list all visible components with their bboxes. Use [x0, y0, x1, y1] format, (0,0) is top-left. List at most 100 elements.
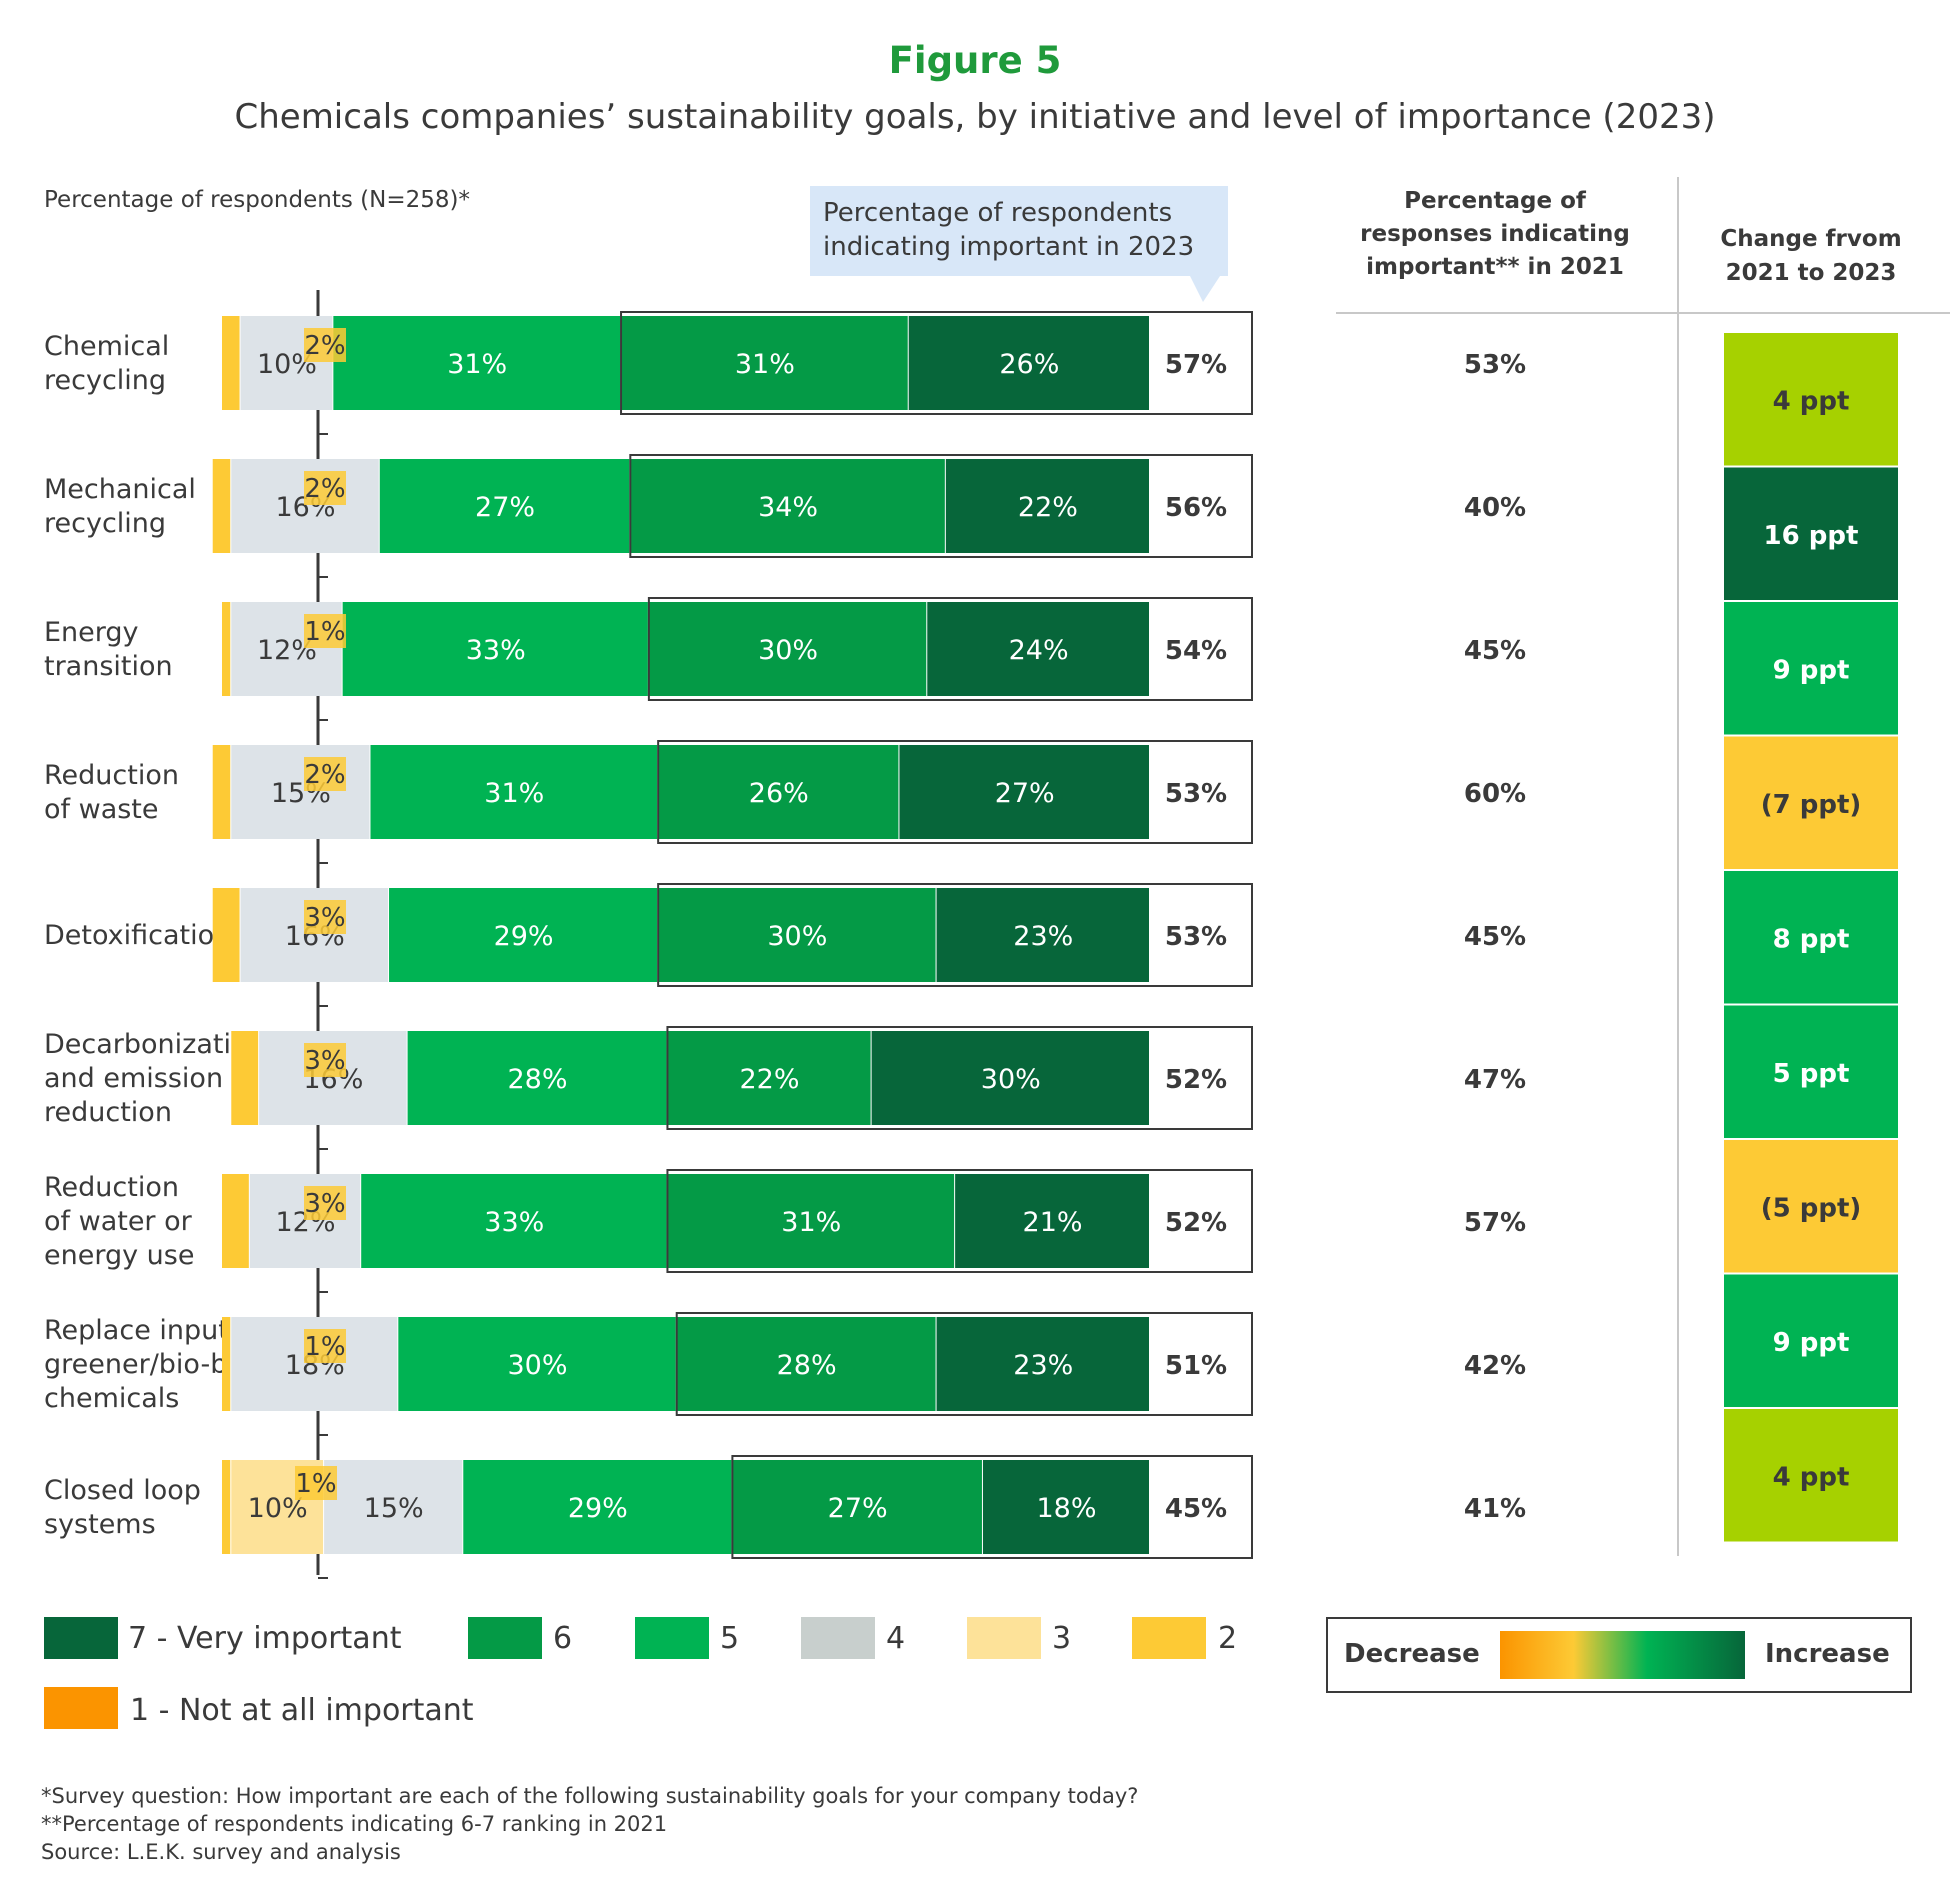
bar-segment-level-7 [936, 1317, 1150, 1411]
row-label-line: Reduction [44, 760, 179, 791]
col-2021-header-line-2: responses indicating [1360, 221, 1630, 247]
segment-label-level-5: 29% [494, 921, 554, 952]
row-5: Detoxification 16% 29% 30% 23%3%53% 45% 8 ppt [44, 871, 1898, 1007]
important-2023-box [731, 1455, 1253, 1559]
legend-label-3: 3 [1052, 1621, 1071, 1656]
row-label-line: energy use [44, 1240, 194, 1271]
row-label-line: recycling [44, 508, 166, 539]
important-2021-value: 42% [1464, 1351, 1526, 1381]
segment-label-level-7: 23% [1013, 1350, 1073, 1381]
segment-label-level-2: 2% [304, 331, 345, 361]
bar-segment-level-6 [667, 1031, 872, 1125]
row-label-line: chemicals [44, 1383, 179, 1414]
row-label-line: systems [44, 1509, 156, 1540]
bar-segment-level-2 [222, 1317, 232, 1411]
bar-segment-level-2 [212, 459, 232, 553]
important-2023-value: 51% [1165, 1351, 1227, 1381]
bar-segment-level-5 [361, 1174, 668, 1268]
segment-label-level-2: 1% [304, 1332, 345, 1362]
legend-label-6: 6 [553, 1621, 572, 1656]
bar-segment-level-6 [667, 1174, 956, 1268]
col-change-header-line-2: 2021 to 2023 [1726, 260, 1897, 286]
legend-label-2: 2 [1218, 1621, 1237, 1656]
bar-segment-level-6 [630, 459, 946, 553]
segment-label-level-2: 1% [304, 617, 345, 647]
segment-label-level-5: 28% [508, 1064, 568, 1095]
bar-segment-level-7 [871, 1031, 1150, 1125]
col-2021-header: Percentage of responses indicating impor… [1360, 188, 1630, 280]
bar-segment-level-5 [398, 1317, 677, 1411]
important-2023-box [675, 1312, 1253, 1416]
bar-segment-level-6 [658, 745, 900, 839]
important-2021-value: 53% [1464, 350, 1526, 380]
bar-segment-level-6 [621, 316, 909, 410]
change-value: 9 ppt [1773, 1328, 1850, 1358]
segment-label-level-6: 22% [740, 1064, 800, 1095]
col-change-header: Change frvom 2021 to 2023 [1720, 226, 1901, 286]
segment-label-level-7: 21% [1023, 1207, 1083, 1238]
important-2021-value: 45% [1464, 922, 1526, 952]
footnote-2021-definition: **Percentage of respondents indicating 6… [41, 1812, 667, 1836]
row-label-line: Decarbonization [44, 1029, 265, 1060]
important-2023-value: 52% [1165, 1208, 1227, 1238]
segment-label-level-6: 30% [758, 635, 818, 666]
bar-segment-level-4 [324, 1460, 464, 1554]
change-cell [1724, 736, 1898, 869]
segment-label-level-6: 31% [781, 1207, 841, 1238]
row-label-line: recycling [44, 365, 166, 396]
segment-label-level-7: 26% [999, 349, 1059, 380]
axis-note: Percentage of respondents (N=258)* [44, 187, 470, 213]
important-2023-box [629, 454, 1253, 558]
segment-label-level-5: 33% [484, 1207, 544, 1238]
segment-label-level-5: 30% [508, 1350, 568, 1381]
change-value: 4 ppt [1773, 1462, 1850, 1492]
row-label-line: Closed loop [44, 1475, 201, 1506]
segment-label-level-2: 2% [304, 760, 345, 790]
bar-segment-level-6 [676, 1317, 937, 1411]
legend-label-5: 5 [720, 1621, 739, 1656]
small-value-tag [304, 900, 346, 934]
bar-segment-level-2 [222, 602, 232, 696]
important-2023-value: 54% [1165, 636, 1227, 666]
important-2021-value: 40% [1464, 493, 1526, 523]
important-2023-box [657, 883, 1253, 987]
segment-label-level-2: 3% [304, 903, 345, 933]
important-2023-value: 52% [1165, 1065, 1227, 1095]
bar-segment-level-5 [342, 602, 649, 696]
segment-label-level-6: 26% [749, 778, 809, 809]
segment-label-level-4: 15% [364, 1493, 424, 1524]
legend-label-4: 4 [886, 1621, 905, 1656]
important-2023-box [620, 311, 1253, 415]
bar-segment-level-5 [407, 1031, 668, 1125]
small-value-tag [304, 471, 346, 505]
callout: Percentage of respondents indicating imp… [810, 186, 1228, 302]
legend: 7 - Very important 6 5 4 3 2 1 - Not at … [44, 1617, 1237, 1729]
segment-label-level-6: 27% [828, 1493, 888, 1524]
legend-label-7: 7 - Very important [128, 1621, 402, 1656]
change-cell [1724, 1274, 1898, 1407]
change-cell [1724, 871, 1898, 1004]
legend-label-1: 1 - Not at all important [130, 1693, 474, 1728]
bar-segment-level-5 [463, 1460, 733, 1554]
segment-label-level-6: 28% [777, 1350, 837, 1381]
important-2023-value: 56% [1165, 493, 1227, 523]
bar-segment-level-2 [222, 1174, 250, 1268]
important-2021-value: 41% [1464, 1494, 1526, 1524]
legend-swatch-1 [44, 1687, 118, 1729]
change-cell [1724, 602, 1898, 735]
bar-segment-level-7 [982, 1460, 1150, 1554]
legend-swatch-5 [635, 1617, 709, 1659]
segment-label-level-5: 27% [475, 492, 535, 523]
change-value: (5 ppt) [1761, 1193, 1862, 1223]
change-cell [1724, 1005, 1898, 1138]
legend-swatch-4 [801, 1617, 875, 1659]
change-cell [1724, 1140, 1898, 1273]
scale-legend: Decrease Increase [1326, 1617, 1912, 1693]
change-value: 9 ppt [1773, 655, 1850, 685]
col-change-header-line-1: Change frvom [1720, 226, 1901, 252]
